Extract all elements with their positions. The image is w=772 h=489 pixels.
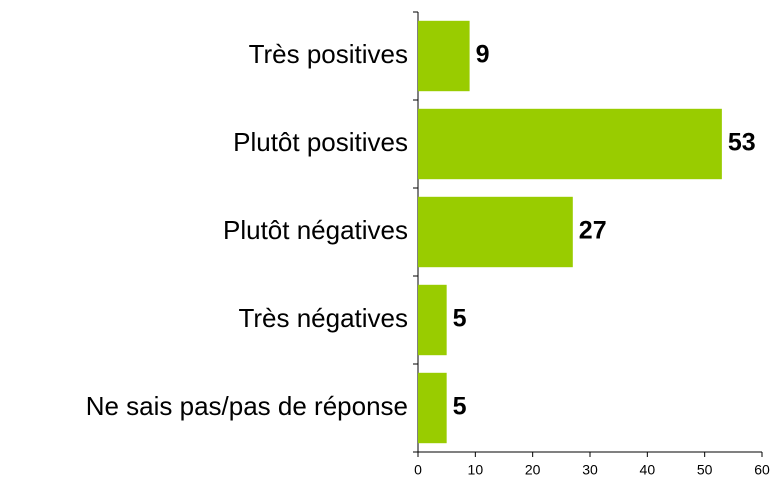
data-label: 5 (453, 393, 467, 421)
y-tick-label: Plutôt négatives (223, 215, 408, 245)
y-tick-label: Très positives (249, 39, 408, 69)
x-tick-label: 50 (697, 462, 713, 478)
x-tick-label: 60 (754, 462, 770, 478)
data-label: 53 (728, 129, 756, 157)
x-tick-label: 40 (640, 462, 656, 478)
bar (418, 20, 470, 92)
bar (418, 372, 447, 444)
data-label: 27 (579, 217, 607, 245)
y-tick-label: Ne sais pas/pas de réponse (86, 391, 408, 421)
x-tick-label: 20 (525, 462, 541, 478)
bar (418, 108, 722, 180)
x-tick-label: 10 (468, 462, 484, 478)
data-label: 5 (453, 305, 467, 333)
x-tick-label: 30 (582, 462, 598, 478)
y-tick-label: Plutôt positives (233, 127, 408, 157)
x-tick-label: 0 (414, 462, 422, 478)
data-label: 9 (476, 41, 490, 69)
bar (418, 284, 447, 356)
y-tick-label: Très négatives (238, 303, 408, 333)
bar (418, 196, 573, 268)
